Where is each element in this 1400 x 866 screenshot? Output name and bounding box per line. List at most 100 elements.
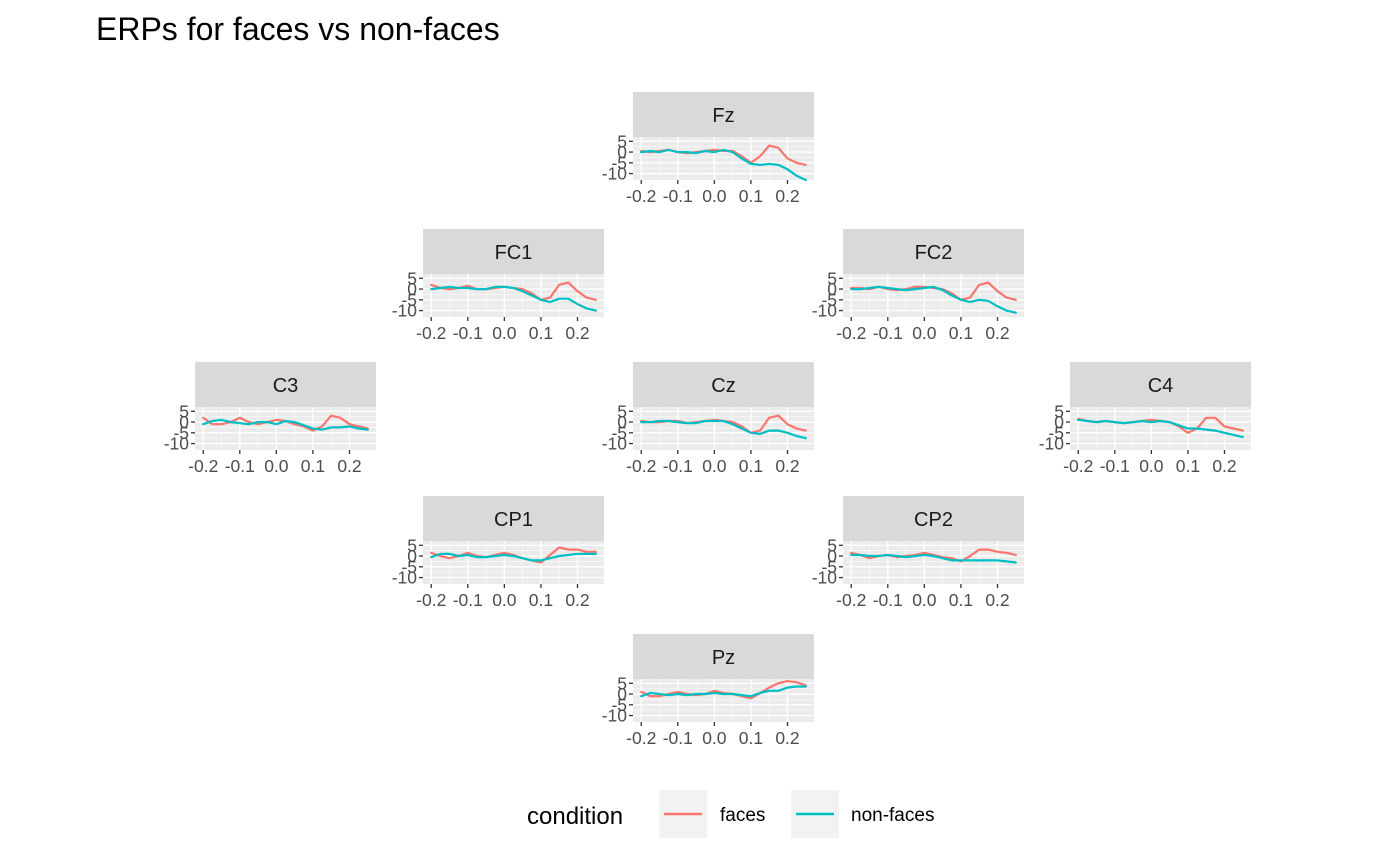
y-tick-label: 5 <box>407 268 417 288</box>
panel-background <box>633 679 814 722</box>
x-tick-label: -0.2 <box>188 456 218 476</box>
y-tick-label: -10 <box>812 568 838 588</box>
y-tick-label: -10 <box>602 434 628 454</box>
strip <box>1070 362 1251 407</box>
y-tick-label: -5 <box>821 290 837 310</box>
x-tick-label: 0.1 <box>1176 456 1200 476</box>
x-tick-label: 0.2 <box>1212 456 1236 476</box>
y-tick-label: 5 <box>617 673 627 693</box>
legend-label: faces <box>720 805 765 826</box>
x-tick-label: 0.0 <box>702 728 727 748</box>
chart-title: ERPs for faces vs non-faces <box>96 11 500 47</box>
x-tick-label: -0.1 <box>225 456 255 476</box>
strip <box>633 362 814 407</box>
legend-item-non-faces: non-faces <box>791 790 934 838</box>
x-tick-label: -0.1 <box>663 186 693 206</box>
panel-background <box>423 274 604 317</box>
strip <box>195 362 376 407</box>
x-tick-label: -0.1 <box>663 728 693 748</box>
y-tick-label: -5 <box>611 695 627 715</box>
y-tick-label: -10 <box>392 301 418 321</box>
x-tick-label: 0.2 <box>985 590 1009 610</box>
strip-label: CP1 <box>494 509 533 531</box>
x-tick-label: 0.1 <box>739 456 763 476</box>
y-tick-label: -10 <box>602 164 628 184</box>
series-non-faces-fz <box>640 148 807 182</box>
y-tick-label: 0 <box>179 412 189 432</box>
panel-background <box>195 407 376 450</box>
y-tick-label: 0 <box>827 279 837 299</box>
panel-c4: C4 50-5-10-0.2 -0.1 0.0 0.1 0.2 <box>1039 362 1251 476</box>
series-non-faces-fc1 <box>430 285 597 312</box>
x-tick-label: -0.1 <box>873 323 903 343</box>
panel-fz: Fz 50-5-10-0.2 -0.1 0.0 0.1 0.2 <box>602 92 814 206</box>
y-tick-label: -10 <box>602 706 628 726</box>
series-non-faces-pz <box>640 685 807 698</box>
x-tick-label: -0.2 <box>416 323 446 343</box>
x-tick-label: 0.2 <box>985 323 1009 343</box>
x-tick-label: -0.2 <box>1063 456 1093 476</box>
y-tick-label: -5 <box>1048 423 1064 443</box>
x-tick-label: -0.2 <box>836 323 866 343</box>
panel-cp1: CP1 50-5-10-0.2 -0.1 0.0 0.1 0.2 <box>392 496 604 610</box>
y-tick-label: -10 <box>812 301 838 321</box>
strip-label: CP2 <box>914 509 953 531</box>
y-tick-label: -5 <box>821 557 837 577</box>
strip-label: FC2 <box>915 242 953 264</box>
y-tick-label: -5 <box>401 290 417 310</box>
x-tick-label: 0.1 <box>949 323 973 343</box>
x-tick-label: 0.1 <box>529 590 553 610</box>
y-tick-label: -5 <box>611 423 627 443</box>
strip <box>633 92 814 137</box>
y-tick-label: -5 <box>401 557 417 577</box>
x-tick-label: 0.2 <box>775 728 799 748</box>
x-tick-label: 0.2 <box>337 456 361 476</box>
x-tick-label: -0.2 <box>626 186 656 206</box>
x-tick-label: -0.1 <box>663 456 693 476</box>
y-tick-label: -5 <box>611 153 627 173</box>
panel-fc2: FC2 50-5-10-0.2 -0.1 0.0 0.1 0.2 <box>812 229 1024 343</box>
x-tick-label: 0.0 <box>702 456 727 476</box>
x-tick-label: 0.2 <box>775 186 799 206</box>
x-tick-label: 0.0 <box>1139 456 1164 476</box>
y-tick-label: -10 <box>164 434 190 454</box>
strip-label: FC1 <box>495 242 533 264</box>
y-tick-label: -10 <box>392 568 418 588</box>
y-tick-label: 5 <box>179 401 189 421</box>
x-tick-label: 0.0 <box>492 323 517 343</box>
x-tick-label: -0.1 <box>453 323 483 343</box>
x-tick-label: 0.0 <box>702 186 727 206</box>
strip-label: Pz <box>712 647 735 669</box>
x-tick-label: -0.2 <box>626 456 656 476</box>
x-tick-label: 0.0 <box>492 590 517 610</box>
strip <box>633 634 814 679</box>
y-tick-label: -10 <box>1039 434 1065 454</box>
y-tick-label: -5 <box>173 423 189 443</box>
x-tick-label: 0.1 <box>949 590 973 610</box>
panel-background <box>843 274 1024 317</box>
strip-label: Cz <box>711 375 735 397</box>
legend-label: non-faces <box>851 805 934 826</box>
panel-pz: Pz 50-5-10-0.2 -0.1 0.0 0.1 0.2 <box>602 634 814 748</box>
y-tick-label: 0 <box>617 684 627 704</box>
series-non-faces-cz <box>640 419 807 440</box>
x-tick-label: -0.1 <box>873 590 903 610</box>
legend-title: condition <box>527 803 623 830</box>
panel-cp2: CP2 50-5-10-0.2 -0.1 0.0 0.1 0.2 <box>812 496 1024 610</box>
strip <box>423 496 604 541</box>
strip <box>423 229 604 274</box>
strip-label: C3 <box>273 375 299 397</box>
x-tick-label: 0.0 <box>912 323 937 343</box>
panel-c3: C3 50-5-10-0.2 -0.1 0.0 0.1 0.2 <box>164 362 376 476</box>
panel-cz: Cz 50-5-10-0.2 -0.1 0.0 0.1 0.2 <box>602 362 814 476</box>
y-tick-label: 5 <box>617 401 627 421</box>
strip <box>843 496 1024 541</box>
y-tick-label: 0 <box>1054 412 1064 432</box>
series-non-faces-cp2 <box>850 553 1017 564</box>
y-tick-label: 0 <box>617 412 627 432</box>
strip-label: Fz <box>712 105 734 127</box>
y-tick-label: 5 <box>407 535 417 555</box>
strip-label: C4 <box>1148 375 1174 397</box>
